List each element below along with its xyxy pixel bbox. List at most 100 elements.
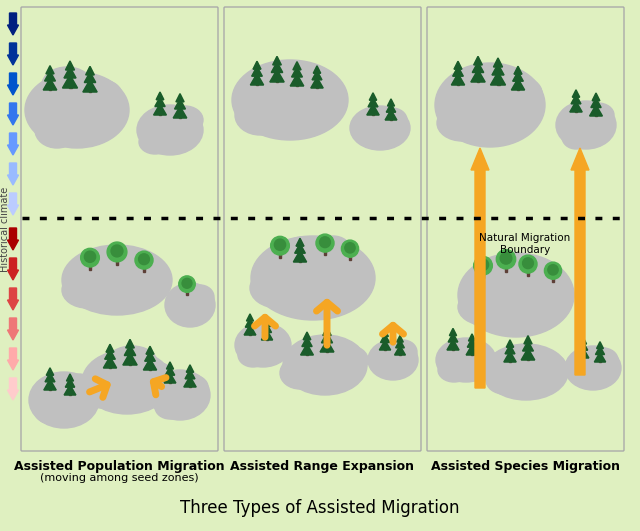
Text: Historical climate: Historical climate: [0, 186, 10, 272]
Polygon shape: [448, 333, 458, 342]
Polygon shape: [65, 379, 75, 387]
Polygon shape: [570, 101, 582, 112]
Polygon shape: [320, 340, 334, 352]
Polygon shape: [143, 358, 157, 370]
Polygon shape: [173, 106, 187, 118]
Polygon shape: [493, 58, 502, 67]
Polygon shape: [595, 352, 605, 362]
Polygon shape: [271, 62, 283, 73]
Polygon shape: [595, 346, 605, 355]
Polygon shape: [312, 71, 322, 80]
Bar: [116, 257, 118, 265]
Polygon shape: [397, 336, 403, 342]
Polygon shape: [86, 66, 94, 75]
Ellipse shape: [82, 80, 122, 110]
Polygon shape: [301, 344, 314, 355]
FancyArrow shape: [8, 43, 19, 65]
Polygon shape: [270, 70, 284, 82]
Ellipse shape: [435, 63, 545, 147]
Circle shape: [111, 245, 123, 257]
Polygon shape: [104, 356, 116, 368]
Polygon shape: [454, 61, 462, 69]
Polygon shape: [493, 58, 502, 67]
Bar: [249, 330, 251, 335]
Polygon shape: [105, 349, 115, 359]
FancyArrow shape: [8, 228, 19, 250]
Polygon shape: [472, 62, 484, 73]
Bar: [527, 354, 529, 360]
Polygon shape: [296, 238, 304, 246]
Polygon shape: [506, 340, 514, 347]
Bar: [159, 109, 161, 115]
Polygon shape: [124, 345, 136, 355]
Bar: [582, 353, 584, 358]
Ellipse shape: [298, 72, 342, 108]
Circle shape: [341, 240, 358, 258]
Bar: [575, 106, 577, 112]
Circle shape: [84, 251, 95, 262]
Bar: [306, 349, 308, 355]
Polygon shape: [321, 333, 333, 343]
Polygon shape: [295, 244, 305, 253]
Bar: [296, 80, 298, 86]
Bar: [49, 84, 51, 90]
Polygon shape: [492, 64, 504, 75]
Polygon shape: [505, 345, 515, 354]
Polygon shape: [296, 238, 304, 246]
Polygon shape: [474, 56, 483, 65]
Polygon shape: [44, 78, 57, 90]
Polygon shape: [64, 67, 76, 78]
Bar: [266, 335, 268, 340]
Polygon shape: [123, 353, 137, 365]
Polygon shape: [173, 106, 187, 118]
Polygon shape: [245, 319, 255, 327]
Polygon shape: [592, 93, 600, 101]
Polygon shape: [571, 95, 581, 104]
Circle shape: [519, 255, 537, 273]
Polygon shape: [312, 71, 322, 80]
Polygon shape: [381, 334, 390, 342]
Polygon shape: [45, 71, 56, 81]
Polygon shape: [396, 340, 404, 348]
Polygon shape: [323, 327, 331, 336]
Bar: [324, 247, 326, 255]
Circle shape: [548, 264, 558, 275]
Polygon shape: [45, 373, 55, 382]
Bar: [477, 75, 479, 82]
Ellipse shape: [150, 370, 210, 420]
Ellipse shape: [35, 112, 79, 148]
Polygon shape: [84, 72, 96, 82]
Bar: [509, 356, 511, 362]
Ellipse shape: [235, 95, 285, 135]
Polygon shape: [395, 346, 405, 355]
Text: Three Types of Assisted Migration: Three Types of Assisted Migration: [180, 499, 460, 517]
Ellipse shape: [135, 362, 175, 392]
Polygon shape: [592, 93, 600, 101]
Polygon shape: [385, 110, 397, 120]
Ellipse shape: [486, 366, 522, 394]
Text: (moving among seed zones): (moving among seed zones): [40, 473, 199, 483]
Circle shape: [497, 250, 516, 269]
Polygon shape: [381, 334, 390, 342]
Polygon shape: [293, 251, 307, 262]
Polygon shape: [145, 352, 156, 361]
Polygon shape: [246, 314, 253, 321]
Polygon shape: [46, 368, 54, 375]
Bar: [68, 81, 72, 88]
Bar: [69, 390, 71, 395]
Polygon shape: [314, 66, 321, 73]
Ellipse shape: [265, 63, 305, 93]
Ellipse shape: [562, 125, 590, 149]
Ellipse shape: [438, 358, 470, 382]
Polygon shape: [466, 345, 478, 355]
Bar: [482, 270, 484, 278]
Ellipse shape: [315, 236, 351, 264]
Polygon shape: [291, 74, 304, 86]
Polygon shape: [271, 62, 283, 73]
Ellipse shape: [491, 257, 531, 289]
Polygon shape: [156, 92, 164, 100]
Polygon shape: [45, 373, 55, 382]
Polygon shape: [380, 340, 390, 350]
Polygon shape: [367, 104, 379, 115]
Polygon shape: [84, 72, 96, 82]
